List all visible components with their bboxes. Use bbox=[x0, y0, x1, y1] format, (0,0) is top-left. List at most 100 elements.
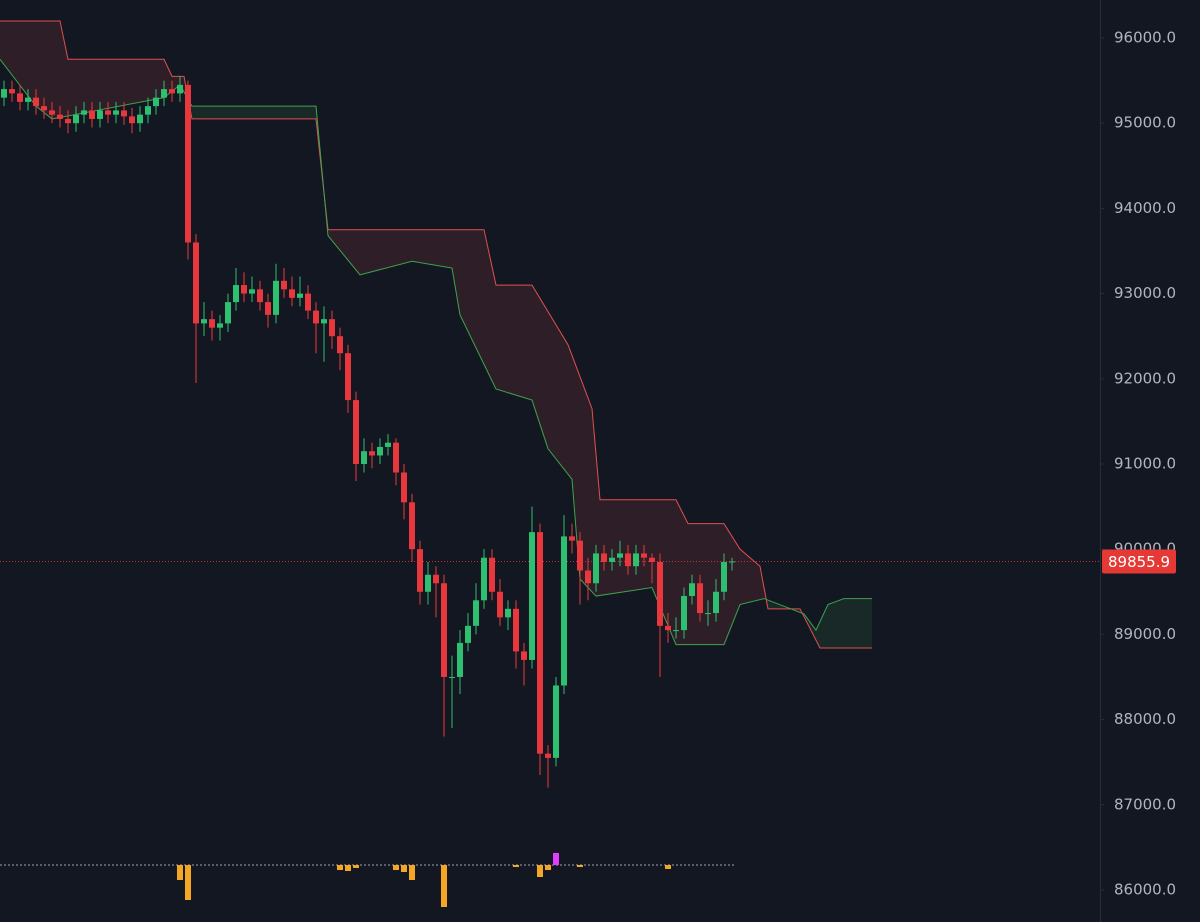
cloud-fill bbox=[858, 598, 860, 649]
cloud-fill bbox=[80, 59, 82, 114]
cloud-fill bbox=[460, 229, 462, 320]
cloud-fill bbox=[526, 285, 528, 399]
candle-body bbox=[425, 574, 431, 592]
cloud-fill bbox=[426, 229, 428, 264]
cloud-fill bbox=[730, 533, 732, 630]
cloud-fill bbox=[868, 598, 870, 649]
cloud-fill bbox=[346, 229, 348, 261]
cloud-fill bbox=[828, 603, 830, 649]
hist-bar bbox=[577, 865, 583, 867]
cloud-fill bbox=[214, 106, 216, 119]
cloud-fill bbox=[28, 20, 30, 99]
cloud-fill bbox=[486, 238, 488, 373]
cloud-fill bbox=[78, 59, 80, 114]
cloud-fill bbox=[556, 324, 558, 462]
y-tick-label: 93000.0 bbox=[1114, 284, 1176, 302]
cloud-fill bbox=[222, 106, 224, 119]
candle-body bbox=[625, 553, 631, 567]
cloud-fill bbox=[410, 229, 412, 262]
cloud-fill bbox=[294, 106, 296, 119]
candle-body bbox=[729, 561, 735, 563]
cloud-fill bbox=[654, 499, 656, 598]
cloud-fill bbox=[380, 229, 382, 270]
cloud-fill bbox=[398, 229, 400, 265]
cloud-fill bbox=[616, 499, 618, 593]
cloud-fill bbox=[620, 499, 622, 593]
cloud-fill bbox=[568, 344, 570, 477]
cloud-fill bbox=[216, 106, 218, 119]
cloud-fill bbox=[100, 59, 102, 110]
candle-body bbox=[73, 114, 79, 124]
cloud-fill bbox=[32, 20, 34, 104]
cloud-fill bbox=[430, 229, 432, 265]
cloud-fill bbox=[736, 542, 738, 615]
cloud-fill bbox=[128, 59, 130, 105]
cloud-fill bbox=[390, 229, 392, 267]
cloud-fill bbox=[298, 106, 300, 119]
cloud-fill bbox=[198, 106, 200, 119]
cloud-fill bbox=[604, 499, 606, 595]
cloud-fill bbox=[744, 552, 746, 604]
cloud-fill bbox=[508, 285, 510, 394]
cloud-fill bbox=[174, 76, 176, 90]
cloud-fill bbox=[224, 106, 226, 119]
candle-body bbox=[241, 285, 247, 294]
cloud-fill bbox=[200, 106, 202, 119]
cloud-fill bbox=[516, 285, 518, 396]
cloud-fill bbox=[18, 20, 20, 86]
cloud-fill bbox=[866, 598, 868, 649]
candle-body bbox=[1, 89, 7, 98]
candle-body bbox=[337, 336, 343, 354]
cloud-fill bbox=[144, 59, 146, 102]
cloud-fill bbox=[750, 557, 752, 603]
cloud-fill bbox=[528, 285, 530, 400]
candle-body bbox=[481, 557, 487, 601]
cloud-fill bbox=[260, 106, 262, 119]
cloud-fill bbox=[474, 229, 476, 348]
cloud-fill bbox=[202, 106, 204, 119]
cloud-fill bbox=[580, 376, 582, 582]
cloud-fill bbox=[710, 523, 712, 645]
candle-body bbox=[233, 285, 239, 303]
cloud-fill bbox=[544, 304, 546, 443]
cloud-fill bbox=[8, 20, 10, 73]
cloud-fill bbox=[46, 20, 48, 116]
cloud-fill bbox=[192, 106, 194, 119]
cloud-fill bbox=[438, 229, 440, 266]
candle-body bbox=[601, 553, 607, 562]
cloud-fill bbox=[502, 285, 504, 392]
cloud-fill bbox=[444, 229, 446, 268]
cloud-fill bbox=[708, 523, 710, 645]
cloud-fill bbox=[256, 106, 258, 119]
cloud-fill bbox=[134, 59, 136, 104]
cloud-fill bbox=[564, 338, 566, 472]
cloud-fill bbox=[246, 106, 248, 119]
cloud-fill bbox=[424, 229, 426, 264]
cloud-fill bbox=[94, 59, 96, 111]
hist-bar bbox=[185, 865, 191, 900]
cloud-fill bbox=[124, 59, 126, 106]
cloud-fill bbox=[506, 285, 508, 393]
cloud-fill bbox=[530, 285, 532, 401]
cloud-fill bbox=[344, 229, 346, 258]
candle-body bbox=[33, 97, 39, 107]
cloud-fill bbox=[440, 229, 442, 267]
cloud-fill bbox=[670, 499, 672, 636]
cloud-fill bbox=[70, 59, 72, 116]
candle-body bbox=[633, 553, 639, 567]
cloud-fill bbox=[116, 59, 118, 107]
cloud-fill bbox=[524, 285, 526, 399]
candle-body bbox=[49, 110, 55, 115]
cloud-fill bbox=[540, 298, 542, 431]
candle-body bbox=[697, 583, 703, 614]
cloud-fill bbox=[358, 229, 360, 275]
cloud-fill bbox=[402, 229, 404, 264]
cloud-fill bbox=[434, 229, 436, 266]
cloud-fill bbox=[448, 229, 450, 268]
candle-body bbox=[465, 625, 471, 643]
cloud-fill bbox=[106, 59, 108, 109]
cloud-fill bbox=[14, 20, 16, 81]
cloud-fill bbox=[728, 530, 730, 635]
cloud-fill bbox=[534, 288, 536, 413]
cloud-fill bbox=[738, 545, 740, 610]
